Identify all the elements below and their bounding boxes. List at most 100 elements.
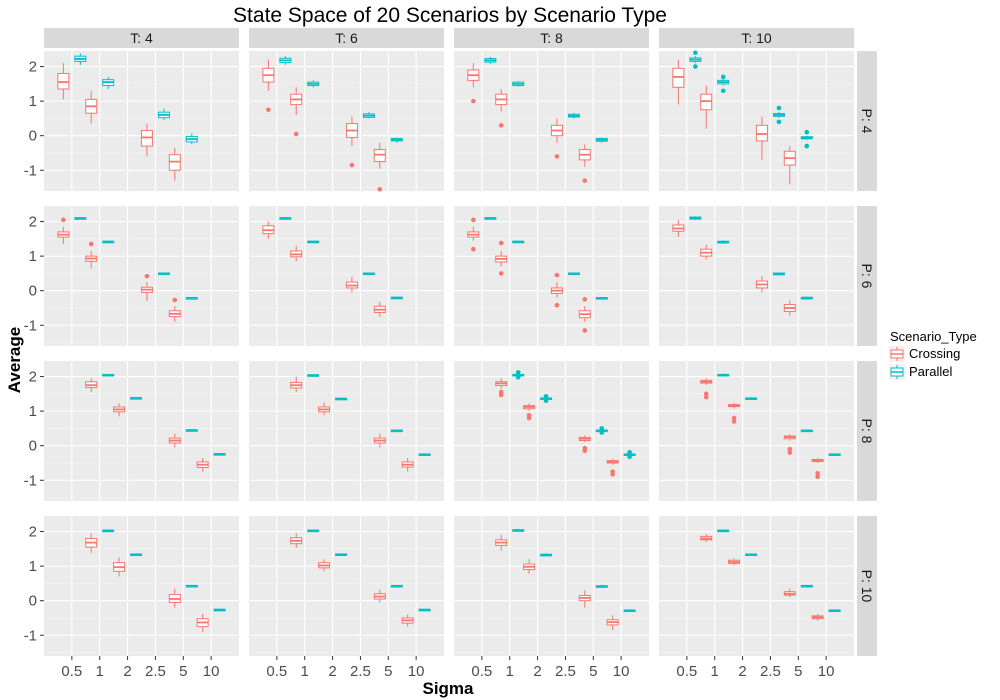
- outlier-crossing: [815, 471, 820, 476]
- outlier-parallel: [776, 119, 782, 125]
- outlier-crossing: [703, 391, 709, 397]
- x-tick-label: 1: [711, 663, 719, 680]
- strip-row-label: P: 10: [859, 570, 875, 603]
- outlier-crossing: [526, 412, 532, 418]
- outlier-parallel: [543, 398, 549, 404]
- y-tick-label: -1: [24, 472, 37, 489]
- strip-col-label: T: 10: [741, 30, 772, 46]
- outlier-crossing: [88, 241, 94, 247]
- y-tick-label: -1: [24, 162, 37, 179]
- outlier-crossing: [731, 415, 737, 421]
- x-tick-label: 0.5: [471, 663, 492, 680]
- strip-col-1: [44, 28, 239, 48]
- outlier-crossing: [554, 154, 560, 159]
- outlier-crossing: [731, 419, 737, 424]
- panel-background: [659, 206, 854, 346]
- outlier-crossing: [610, 469, 615, 474]
- x-tick-label: 1: [301, 663, 309, 680]
- strip-col-3: [454, 28, 649, 48]
- x-tick-label: 5: [384, 663, 392, 680]
- outlier-crossing: [498, 123, 504, 128]
- outlier-parallel: [627, 454, 632, 460]
- outlier-crossing: [266, 107, 271, 113]
- outlier-crossing: [293, 131, 299, 137]
- x-tick-label: 2: [123, 663, 131, 680]
- outlier-crossing: [582, 328, 588, 333]
- x-tick-label: 5: [794, 663, 802, 680]
- outlier-parallel: [804, 143, 810, 149]
- strip-row-label: P: 4: [859, 109, 875, 134]
- outlier-crossing: [498, 271, 504, 276]
- x-tick-label: 10: [408, 663, 425, 680]
- outlier-parallel: [515, 374, 521, 380]
- outlier-parallel: [804, 129, 810, 135]
- x-tick-label: 2.5: [555, 663, 576, 680]
- outlier-crossing: [582, 297, 588, 302]
- y-tick-label: 2: [29, 369, 37, 386]
- x-tick-label: 0.5: [266, 663, 287, 680]
- x-tick-label: 2.5: [145, 663, 166, 680]
- x-tick-label: 5: [179, 663, 187, 680]
- outlier-parallel: [627, 449, 632, 455]
- outlier-crossing: [787, 446, 793, 452]
- outlier-crossing: [144, 273, 150, 279]
- x-tick-label: 2.5: [760, 663, 781, 680]
- y-tick-label: -1: [24, 627, 37, 644]
- panel-background: [44, 516, 239, 656]
- strip-row-4: [857, 516, 877, 656]
- panel-background: [454, 206, 649, 346]
- outlier-parallel: [543, 393, 549, 399]
- outlier-crossing: [582, 178, 588, 183]
- panel-background: [659, 516, 854, 656]
- x-axis-title: Sigma: [422, 679, 474, 698]
- outlier-parallel: [599, 430, 605, 435]
- panel-background: [249, 206, 444, 346]
- panel-background: [659, 51, 854, 191]
- outlier-crossing: [61, 217, 66, 223]
- y-tick-label: 0: [29, 128, 37, 145]
- outlier-crossing: [787, 450, 793, 455]
- legend-label-parallel: Parallel: [909, 364, 952, 379]
- x-tick-label: 2: [328, 663, 336, 680]
- strip-col-label: T: 4: [130, 30, 153, 46]
- y-tick-label: 1: [29, 558, 37, 575]
- outlier-parallel: [720, 74, 726, 80]
- strip-col-label: T: 6: [335, 30, 358, 46]
- outlier-crossing: [498, 240, 504, 246]
- panel-background: [249, 361, 444, 501]
- strip-row-label: P: 6: [859, 264, 875, 289]
- panel-background: [454, 361, 649, 501]
- outlier-parallel: [693, 64, 698, 69]
- outlier-crossing: [471, 246, 476, 252]
- y-tick-label: 2: [29, 524, 37, 541]
- panel-background: [454, 516, 649, 656]
- panel-background: [249, 51, 444, 191]
- legend-label-crossing: Crossing: [909, 346, 960, 361]
- y-tick-label: 2: [29, 214, 37, 231]
- outlier-crossing: [554, 272, 560, 278]
- outlier-crossing: [471, 217, 476, 223]
- x-tick-label: 10: [613, 663, 630, 680]
- outlier-crossing: [703, 394, 709, 400]
- x-tick-label: 1: [506, 663, 514, 680]
- outlier-parallel: [515, 370, 521, 375]
- y-tick-label: 0: [29, 438, 37, 455]
- y-tick-label: 1: [29, 403, 37, 420]
- x-tick-label: 10: [818, 663, 835, 680]
- x-tick-label: 10: [203, 663, 220, 680]
- outlier-parallel: [776, 105, 782, 111]
- panel-background: [249, 516, 444, 656]
- legend-title: Scenario_Type: [890, 329, 977, 344]
- y-tick-label: 1: [29, 93, 37, 110]
- strip-col-4: [659, 28, 854, 48]
- strip-row-label: P: 8: [859, 419, 875, 444]
- outlier-crossing: [582, 445, 588, 451]
- panel-background: [659, 361, 854, 501]
- x-tick-label: 2.5: [350, 663, 371, 680]
- panel-background: [44, 206, 239, 346]
- x-tick-label: 5: [589, 663, 597, 680]
- strip-col-2: [249, 28, 444, 48]
- strip-row-2: [857, 206, 877, 346]
- y-tick-label: -1: [24, 317, 37, 334]
